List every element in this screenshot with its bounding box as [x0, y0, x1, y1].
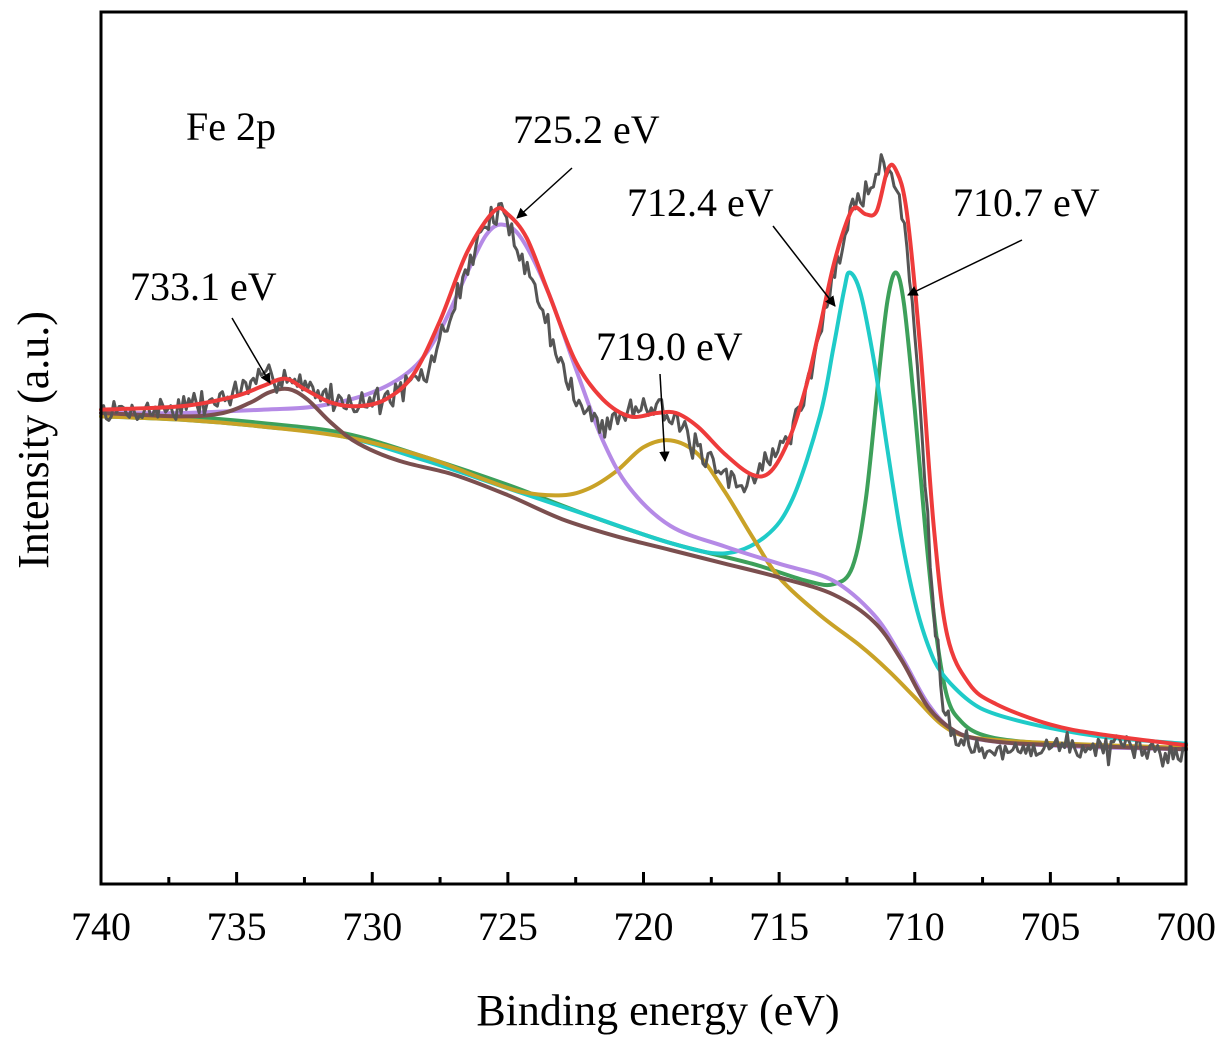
panel-label: Fe 2p [186, 104, 276, 149]
x-tick-label: 740 [71, 904, 131, 949]
series-envelope-fit [99, 162, 1188, 748]
peak-annotations: 733.1 eV 725.2 eV 719.0 eV 712.4 eV 710.7 eV [130, 107, 1100, 463]
series-component-719-0-ev [99, 414, 1188, 750]
x-tick-label: 730 [342, 904, 402, 949]
x-tick-label: 705 [1020, 904, 1080, 949]
peak-arrow [907, 239, 1023, 296]
peak-arrow [231, 317, 271, 384]
series-component-712-4-ev [99, 270, 1188, 746]
x-tick-label: 715 [749, 904, 809, 949]
series-layer [99, 153, 1188, 768]
peak-label: 712.4 eV [627, 180, 774, 225]
series-raw-data [99, 153, 1188, 768]
peak-arrow [772, 225, 836, 307]
x-tick-label: 725 [478, 904, 538, 949]
peak-label: 710.7 eV [953, 180, 1100, 225]
x-tick-label: 710 [885, 904, 945, 949]
peak-label: 719.0 eV [596, 324, 743, 369]
series-component-733-1-ev [99, 386, 1188, 752]
x-tick-label: 700 [1156, 904, 1216, 949]
peak-arrow [659, 373, 670, 463]
peak-label: 733.1 eV [130, 264, 277, 309]
x-tick-label: 735 [207, 904, 267, 949]
peak-label: 725.2 eV [513, 107, 660, 152]
x-axis-ticks: 740 735 730 725 720 715 710 705 700 [71, 872, 1216, 949]
series-component-725-2-ev [99, 222, 1188, 752]
x-tick-label: 720 [614, 904, 674, 949]
y-axis-label: Intensity (a.u.) [9, 311, 58, 569]
peak-arrow [516, 167, 573, 219]
x-axis-label: Binding energy (eV) [476, 986, 839, 1035]
